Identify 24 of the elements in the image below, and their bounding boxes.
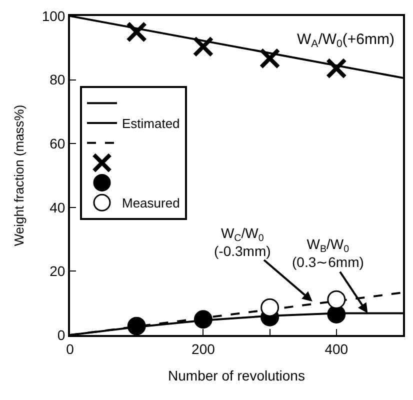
point [127, 316, 146, 335]
point [192, 36, 214, 58]
y-tick-label: 0 [57, 326, 66, 343]
y-tick-label: 60 [50, 136, 66, 152]
x-axis-title: Number of revolutions [168, 368, 305, 384]
point [260, 298, 280, 317]
annotation: W$_{A}$/W$_{0}$(+6mm) [297, 31, 394, 50]
x-tick-label: 200 [192, 340, 216, 357]
point [327, 290, 346, 309]
y-tick-label: 20 [50, 263, 66, 280]
legend-label: Measured [122, 196, 180, 211]
y-tick-label: 80 [50, 72, 66, 88]
point [326, 58, 347, 79]
y-tick-label: 40 [50, 199, 66, 216]
point [194, 310, 212, 329]
point [126, 21, 148, 42]
y-tick-label: 100 [42, 8, 66, 24]
y-axis-title: Weight fraction (mass%) [11, 104, 26, 246]
annotation: W$_{B}$/W$_{0}$ (0.3∼6mm) [292, 236, 364, 270]
x-tick-label: 400 [324, 340, 348, 357]
legend-label: Estimated [122, 116, 180, 132]
point [327, 305, 346, 324]
point [259, 48, 280, 69]
annotation: W$_{C}$/W$_{0}$ (-0.3mm) [214, 225, 271, 260]
